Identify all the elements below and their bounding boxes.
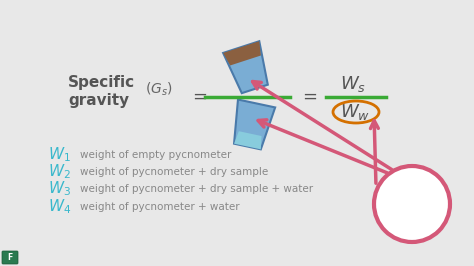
Polygon shape	[234, 131, 262, 149]
Text: weight of pycnometer + water: weight of pycnometer + water	[80, 202, 240, 212]
Text: gravity: gravity	[68, 93, 129, 107]
Text: Volume: Volume	[383, 206, 441, 220]
Circle shape	[374, 166, 450, 242]
Text: Specific: Specific	[68, 74, 135, 89]
Text: $W_2$: $W_2$	[48, 163, 71, 181]
Polygon shape	[223, 41, 268, 93]
Text: =: =	[192, 88, 208, 106]
Text: Same: Same	[395, 190, 429, 200]
Text: $W_1$: $W_1$	[48, 146, 71, 164]
Text: $(G_s)$: $(G_s)$	[145, 80, 173, 98]
Text: $W_s$: $W_s$	[340, 74, 366, 94]
Text: weight of empty pycnometer: weight of empty pycnometer	[80, 150, 231, 160]
Text: $W_3$: $W_3$	[48, 180, 71, 198]
FancyBboxPatch shape	[2, 251, 18, 264]
Text: $W_4$: $W_4$	[48, 198, 71, 216]
Polygon shape	[234, 99, 275, 149]
Text: $W_w$: $W_w$	[340, 102, 370, 122]
Text: =: =	[302, 88, 318, 106]
Text: F: F	[8, 253, 13, 263]
Text: weight of pycnometer + dry sample + water: weight of pycnometer + dry sample + wate…	[80, 184, 313, 194]
Text: weight of pycnometer + dry sample: weight of pycnometer + dry sample	[80, 167, 268, 177]
Polygon shape	[223, 41, 261, 65]
